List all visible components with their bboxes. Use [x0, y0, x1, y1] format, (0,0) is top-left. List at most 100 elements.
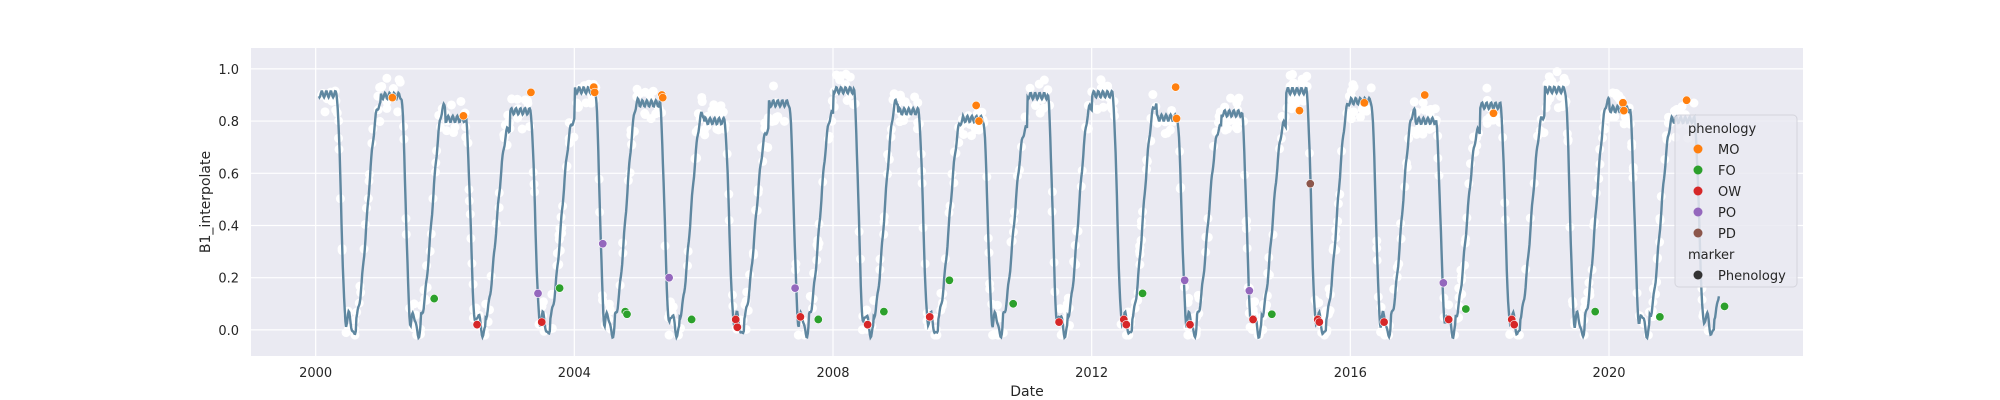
raw-point	[382, 103, 392, 113]
raw-point	[1556, 91, 1566, 101]
phenology-point-mo	[1488, 108, 1498, 118]
phenology-point-po	[533, 288, 543, 298]
raw-point	[967, 131, 977, 141]
raw-point	[1583, 287, 1593, 297]
raw-point	[770, 116, 780, 126]
phenology-point-ow	[472, 320, 482, 330]
phenology-point-po	[1180, 275, 1190, 285]
y-tick-label: 0.0	[218, 324, 239, 339]
raw-point	[581, 98, 591, 108]
raw-point	[1277, 111, 1287, 121]
raw-point	[393, 107, 403, 117]
raw-point	[1288, 78, 1298, 88]
raw-point	[1297, 94, 1307, 104]
phenology-point-fo	[1720, 301, 1730, 311]
phenology-point-ow	[731, 314, 741, 324]
raw-point	[1418, 129, 1428, 139]
phenology-point-mo	[1172, 113, 1182, 123]
raw-point	[507, 94, 517, 104]
legend-label-phenology: Phenology	[1718, 269, 1786, 284]
phenology-point-ow	[732, 322, 742, 332]
raw-point	[605, 304, 615, 314]
raw-point	[442, 126, 452, 136]
raw-point	[1561, 77, 1571, 87]
raw-point	[648, 86, 658, 96]
raw-point	[1444, 300, 1454, 310]
phenology-point-mo	[1682, 95, 1692, 105]
raw-point	[841, 69, 851, 79]
phenology-point-ow	[1314, 317, 1324, 327]
phenology-point-mo	[526, 87, 536, 97]
legend-marker-fo	[1693, 165, 1703, 175]
raw-point	[341, 328, 351, 338]
phenology-point-fo	[1267, 309, 1277, 319]
raw-point	[900, 97, 910, 107]
y-tick-label: 1.0	[218, 63, 239, 78]
legend-label-mo: MO	[1718, 143, 1739, 158]
raw-point	[382, 73, 392, 83]
legend-marker-po	[1693, 207, 1703, 217]
raw-point	[1482, 83, 1492, 93]
phenology-markers	[387, 82, 1730, 332]
raw-point	[1043, 85, 1053, 95]
legend-box	[1674, 114, 1798, 288]
raw-point	[513, 113, 523, 123]
raw-point	[523, 98, 533, 108]
raw-point	[1030, 100, 1040, 110]
raw-point	[1025, 83, 1035, 93]
phenology-point-mo	[1359, 98, 1369, 108]
phenology-point-fo	[813, 314, 823, 324]
legend-label-pd: PD	[1718, 227, 1736, 242]
raw-point	[422, 261, 432, 271]
raw-point	[461, 132, 471, 142]
raw-point	[1302, 71, 1312, 81]
phenology-point-ow	[537, 317, 547, 327]
raw-point	[1231, 122, 1241, 132]
raw-point	[517, 124, 527, 134]
raw-point	[1366, 83, 1376, 93]
raw-point	[711, 108, 721, 118]
raw-point	[841, 80, 851, 90]
raw-point	[640, 109, 650, 119]
raw-point	[1183, 330, 1193, 340]
phenology-point-po	[1244, 286, 1254, 296]
y-tick-label: 0.2	[218, 272, 239, 287]
phenology-point-mo	[387, 93, 397, 103]
raw-point	[1355, 112, 1365, 122]
raw-point	[697, 92, 707, 102]
raw-point	[959, 129, 969, 139]
phenology-point-mo	[1420, 90, 1430, 100]
raw-point	[1055, 304, 1065, 314]
raw-point	[1600, 113, 1610, 123]
raw-point	[1096, 83, 1106, 93]
raw-point	[1419, 105, 1429, 115]
legend-label-po: PO	[1718, 206, 1736, 221]
phenology-point-ow	[1444, 314, 1454, 324]
phenology-point-fo	[944, 275, 954, 285]
raw-point	[988, 330, 998, 340]
phenology-point-fo	[555, 283, 565, 293]
phenology-point-po	[664, 273, 674, 283]
phenology-point-fo	[622, 309, 632, 319]
legend-marker-ow	[1693, 186, 1703, 196]
raw-point	[1203, 232, 1213, 242]
phenology-point-po	[598, 239, 608, 249]
phenology-point-ow	[925, 312, 935, 322]
raw-point	[388, 84, 398, 94]
phenology-point-po	[790, 283, 800, 293]
x-tick-label: 2020	[1592, 366, 1625, 381]
phenology-point-fo	[1461, 304, 1471, 314]
phenology-point-fo	[429, 294, 439, 304]
y-tick-labels: 0.0 0.2 0.4 0.6 0.8 1.0	[218, 63, 239, 339]
legend-marker-pd	[1693, 228, 1703, 238]
legend-title-phenology: phenology	[1688, 122, 1756, 137]
y-tick-label: 0.8	[218, 115, 239, 130]
raw-point	[831, 70, 841, 80]
phenology-point-ow	[1248, 314, 1258, 324]
raw-point	[1220, 125, 1230, 135]
raw-point	[1610, 112, 1620, 122]
legend: phenology MO FO OW PO PD marker Phenology	[1674, 114, 1798, 288]
interpolated-line	[317, 85, 1721, 341]
phenology-point-ow	[795, 312, 805, 322]
raw-point	[1418, 98, 1428, 108]
